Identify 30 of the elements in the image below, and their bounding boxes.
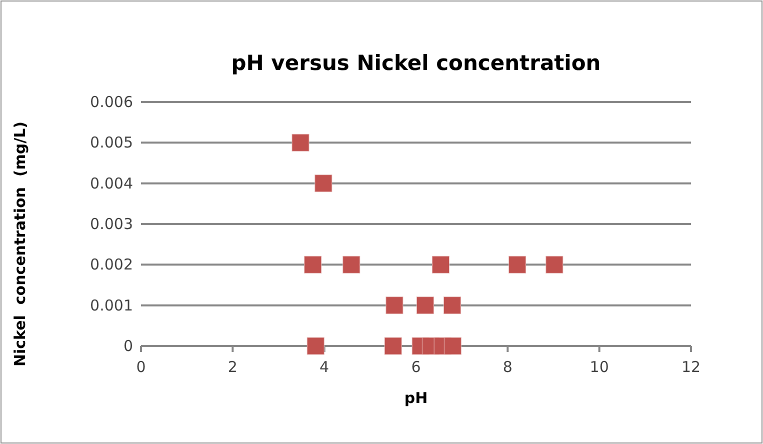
y-tick-label: 0.005 <box>90 134 133 152</box>
x-tick-label: 6 <box>411 358 421 376</box>
x-tick-label: 2 <box>228 358 238 376</box>
x-axis-title: pH <box>404 389 428 407</box>
point <box>444 337 462 355</box>
x-tick-label: 0 <box>136 358 146 376</box>
point <box>443 296 461 314</box>
y-axis-title: Nickel concentration (mg/L) <box>11 121 29 367</box>
point <box>384 337 402 355</box>
point <box>386 296 404 314</box>
x-tick-label: 10 <box>590 358 609 376</box>
point <box>546 256 564 274</box>
y-tick-label: 0.003 <box>90 215 133 233</box>
y-tick-label: 0.006 <box>90 93 133 111</box>
y-tick-label: 0.004 <box>90 174 133 192</box>
point <box>508 256 526 274</box>
x-tick-label: 12 <box>681 358 701 376</box>
point <box>416 296 434 314</box>
chart-title: pH versus Nickel concentration <box>231 51 601 75</box>
x-tick-label: 8 <box>502 358 512 376</box>
point <box>432 256 450 274</box>
point <box>292 134 310 152</box>
y-tick-label: 0.001 <box>90 296 133 314</box>
point <box>306 337 324 355</box>
x-tick-label: 4 <box>320 358 330 376</box>
y-tick-label: 0.002 <box>90 256 133 274</box>
point <box>304 256 322 274</box>
point <box>342 256 360 274</box>
point <box>314 174 332 192</box>
y-tick-label: 0 <box>123 337 133 355</box>
